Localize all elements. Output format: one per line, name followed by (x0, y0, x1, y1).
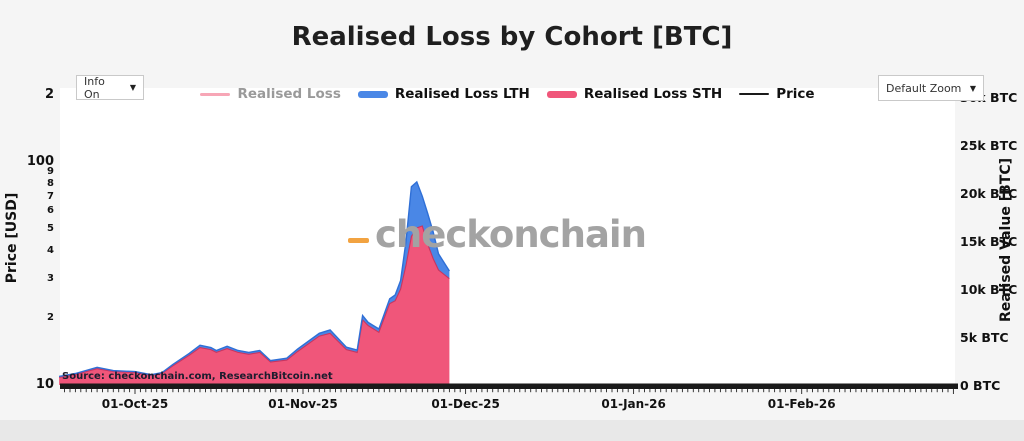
legend-item-realised-loss-lth[interactable]: Realised Loss LTH (357, 86, 530, 102)
sth-top-edge (59, 225, 450, 378)
legend-item-price[interactable]: Price (739, 86, 815, 102)
source-credit: Source: checkonchain.com, ResearchBitcoi… (62, 371, 333, 382)
legend-swatch-price (739, 93, 770, 95)
legend-item-realised-loss-sth[interactable]: Realised Loss STH (546, 86, 723, 102)
x-axis-line (60, 383, 958, 389)
legend-label: Price (776, 86, 815, 102)
legend-label: Realised Loss STH (583, 86, 723, 102)
x-axis-ticks (64, 389, 954, 394)
page-title: Realised Loss by Cohort [BTC] (291, 22, 733, 52)
chevron-down-icon: ▼ (129, 83, 136, 92)
legend-label: Realised Loss LTH (394, 86, 530, 102)
plot-area (60, 88, 955, 390)
bottom-band (0, 420, 1024, 441)
info-toggle-dropdown[interactable]: Info On ▼ (76, 74, 144, 101)
legend-swatch-realised-loss-lth (357, 90, 388, 98)
lth-top-edge (58, 180, 450, 378)
zoom-dropdown-label: Default Zoom (886, 81, 962, 95)
y-left-axis-title: Price [USD] (4, 192, 20, 284)
info-dropdown-label: Info On (84, 74, 105, 101)
chevron-down-icon: ▼ (969, 83, 976, 93)
legend: Realised Loss Realised Loss LTH Realised… (60, 84, 955, 104)
legend-label: Realised Loss (237, 86, 341, 102)
legend-item-realised-loss[interactable]: Realised Loss (200, 86, 341, 102)
y-right-axis-title: Realised Value [BTC] (998, 158, 1014, 322)
legend-swatch-realised-loss-sth (546, 90, 577, 98)
zoom-preset-dropdown[interactable]: Default Zoom ▼ (878, 75, 984, 101)
sth-area (59, 226, 450, 385)
legend-swatch-realised-loss (200, 92, 231, 96)
